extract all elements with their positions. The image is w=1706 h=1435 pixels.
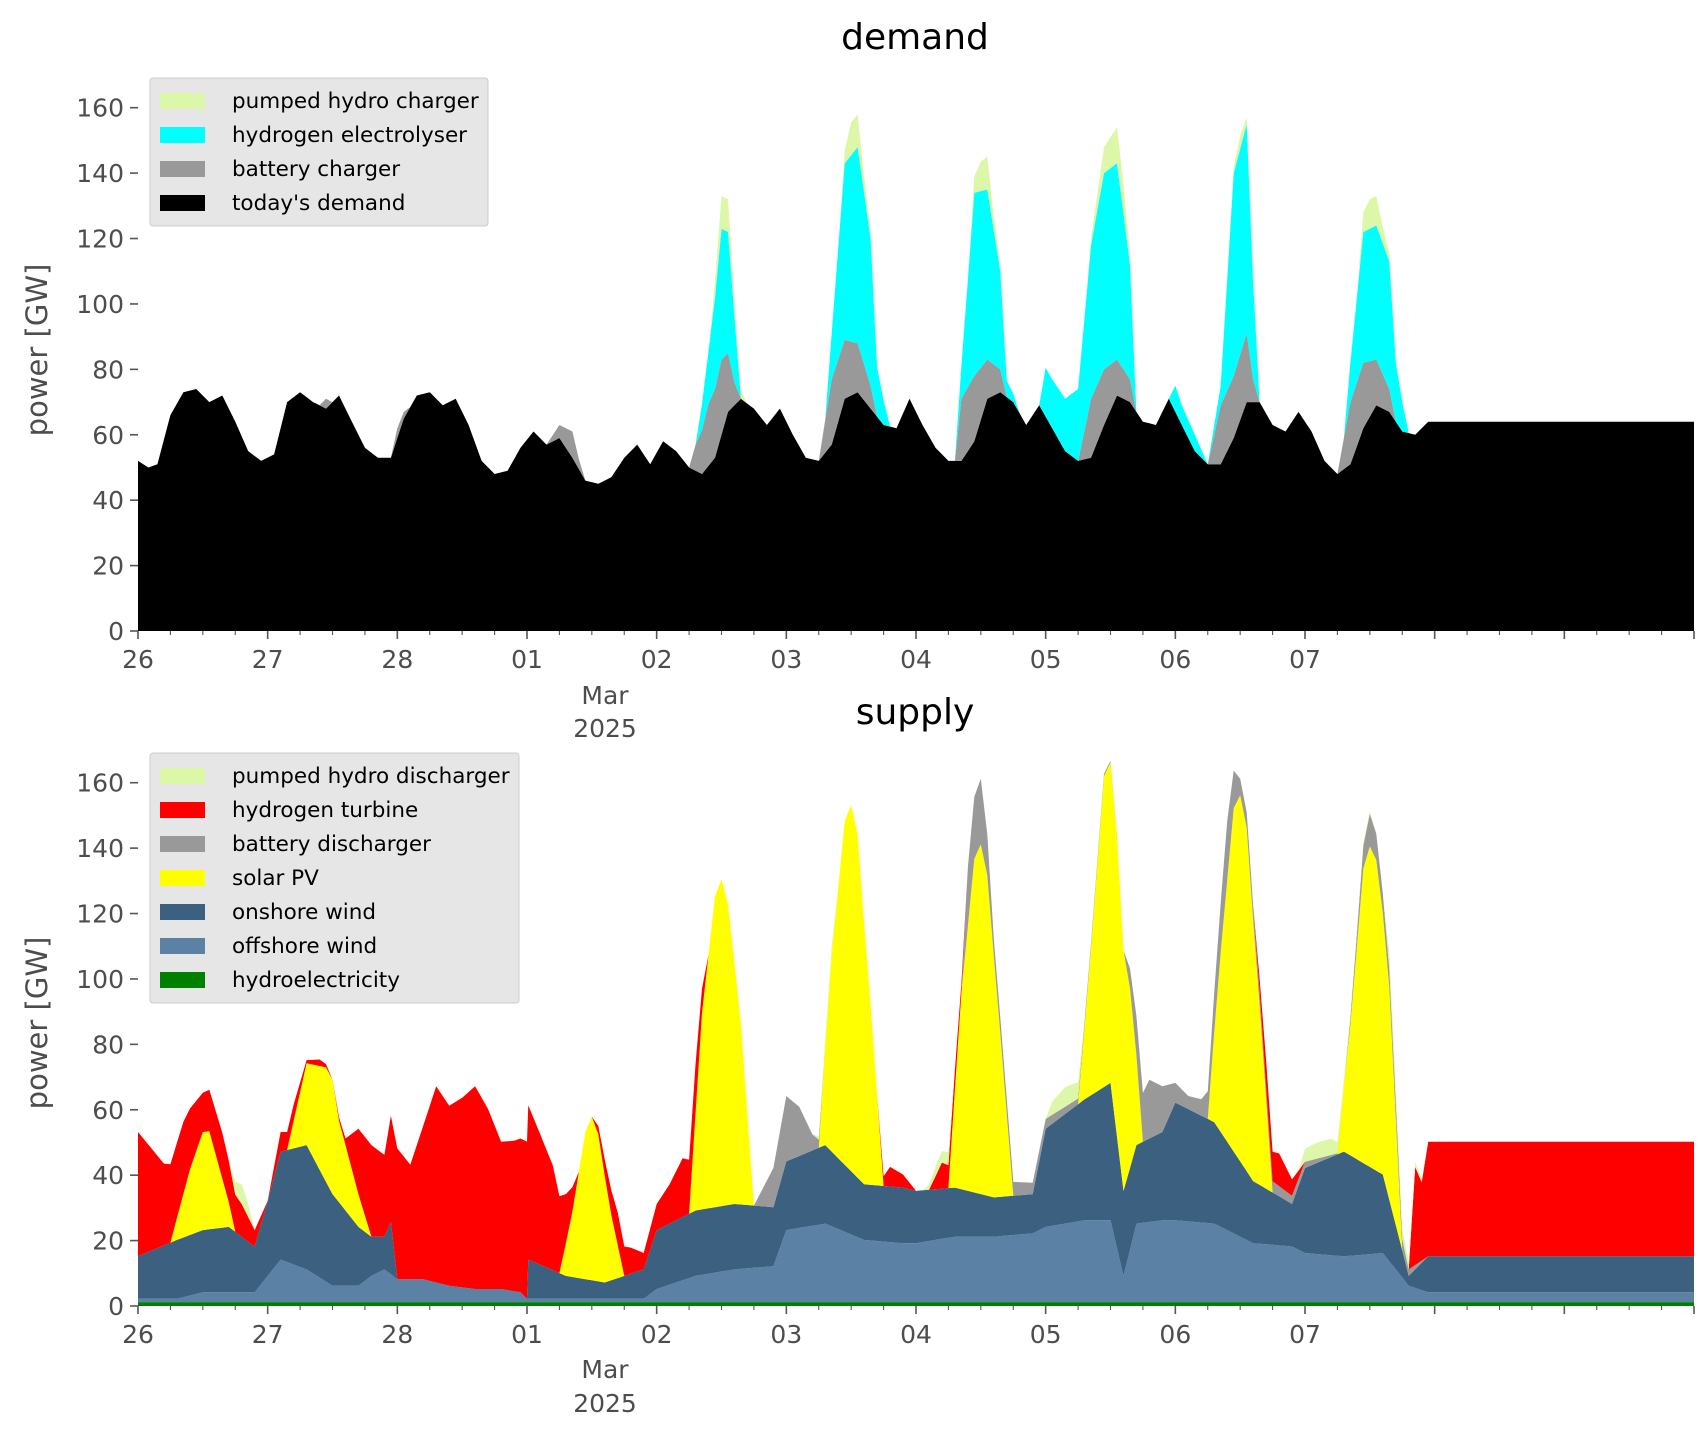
x-tick-label: 28 — [381, 645, 413, 674]
supply-y-axis: 0 20 40 60 80 100 120 140 160 — [76, 769, 138, 1321]
legend-swatch-hydrogen-turbine — [160, 802, 205, 818]
x-tick-label: 02 — [641, 645, 673, 674]
x-tick-label: 26 — [122, 1320, 154, 1349]
y-tick-label: 140 — [76, 834, 124, 863]
supply-month-label: Mar — [581, 1355, 629, 1384]
legend-label-today-s-demand: today's demand — [232, 191, 405, 216]
y-tick-label: 40 — [92, 1161, 124, 1190]
x-tick-label: 03 — [770, 645, 802, 674]
y-tick-label: 120 — [76, 225, 124, 254]
x-tick-label: 27 — [252, 1320, 284, 1349]
demand-y-axis: 0 20 40 60 80 100 120 140 160 — [76, 94, 138, 646]
legend-label-battery-charger: battery charger — [232, 157, 400, 182]
demand-x-axis: 26 27 28 01 02 03 04 05 06 07 — [122, 631, 1695, 674]
demand-legend: pumped hydro charger hydrogen electrolyse… — [149, 77, 489, 227]
supply-area-hydroelectricity — [138, 1302, 1694, 1306]
legend-swatch-battery-discharger — [160, 836, 205, 852]
y-tick-label: 20 — [92, 552, 124, 581]
x-tick-label: 07 — [1289, 1320, 1321, 1349]
y-tick-label: 120 — [76, 900, 124, 929]
demand-area-layers — [138, 114, 1694, 631]
legend-swatch-today-s-demand — [160, 195, 205, 211]
x-tick-label: 01 — [511, 1320, 543, 1349]
demand-area-hydrogen-electrolyser — [138, 124, 1694, 484]
legend-swatch-hydroelectricity — [160, 972, 205, 988]
y-tick-label: 160 — [76, 94, 124, 123]
x-tick-label: 04 — [900, 645, 932, 674]
x-tick-label: 03 — [770, 1320, 802, 1349]
supply-area-layers — [138, 760, 1694, 1306]
legend-label-battery-discharger: battery discharger — [232, 832, 431, 857]
legend-swatch-hydrogen-electrolyser — [160, 127, 205, 143]
y-tick-label: 0 — [108, 1292, 124, 1321]
supply-x-axis: 26 27 28 01 02 03 04 05 06 07 — [122, 1306, 1695, 1349]
x-tick-label: 27 — [252, 645, 284, 674]
x-tick-label: 01 — [511, 645, 543, 674]
supply-area-onshore-wind — [138, 1082, 1694, 1299]
legend-label-hydrogen-electrolyser: hydrogen electrolyser — [232, 123, 467, 148]
y-tick-label: 140 — [76, 159, 124, 188]
y-tick-label: 80 — [92, 355, 124, 384]
legend-swatch-pumped-hydro-charger — [160, 93, 205, 109]
demand-year-label: 2025 — [573, 714, 637, 743]
demand-title: demand — [841, 17, 989, 58]
y-tick-label: 60 — [92, 421, 124, 450]
demand-panel: demand power [GW] 020406080100120140160 … — [20, 17, 1695, 743]
x-tick-label: 28 — [381, 1320, 413, 1349]
x-tick-label: 26 — [122, 645, 154, 674]
x-tick-label: 07 — [1289, 645, 1321, 674]
x-tick-label: 04 — [900, 1320, 932, 1349]
legend-swatch-pumped-hydro-discharger — [160, 768, 205, 784]
supply-panel: supply power [GW] 020406080100120140160 … — [20, 692, 1695, 1418]
demand-area-battery-charger — [138, 333, 1694, 484]
demand-month-label: Mar — [581, 681, 629, 710]
legend-box — [149, 752, 520, 1004]
legend-swatch-onshore-wind — [160, 904, 205, 920]
y-tick-label: 160 — [76, 769, 124, 798]
legend-label-offshore-wind: offshore wind — [232, 934, 377, 959]
legend-box — [149, 77, 489, 227]
y-tick-label: 40 — [92, 486, 124, 515]
supply-area-offshore-wind — [138, 1220, 1694, 1303]
y-tick-label: 80 — [92, 1030, 124, 1059]
legend-swatch-solar-pv — [160, 870, 205, 886]
supply-area-solar-pv — [138, 762, 1694, 1299]
legend-label-pumped-hydro-discharger: pumped hydro discharger — [232, 764, 510, 789]
demand-area-today-s-demand — [138, 389, 1694, 631]
x-tick-label: 06 — [1159, 645, 1191, 674]
supply-area-battery-discharger — [138, 760, 1694, 1299]
supply-y-axis-label: power [GW] — [20, 937, 54, 1110]
y-tick-label: 20 — [92, 1227, 124, 1256]
legend-swatch-offshore-wind — [160, 938, 205, 954]
y-tick-label: 100 — [76, 290, 124, 319]
x-tick-label: 02 — [641, 1320, 673, 1349]
legend-swatch-battery-charger — [160, 161, 205, 177]
legend-label-hydroelectricity: hydroelectricity — [232, 968, 400, 993]
legend-label-solar-pv: solar PV — [232, 866, 319, 891]
supply-legend: pumped hydro discharger hydrogen turbine b… — [149, 752, 520, 1004]
x-tick-label: 05 — [1030, 645, 1062, 674]
y-tick-label: 100 — [76, 965, 124, 994]
supply-area-hydrogen-turbine — [138, 760, 1694, 1299]
legend-label-hydrogen-turbine: hydrogen turbine — [232, 798, 418, 823]
x-tick-label: 06 — [1159, 1320, 1191, 1349]
legend-label-onshore-wind: onshore wind — [232, 900, 376, 925]
demand-y-axis-label: power [GW] — [20, 264, 54, 437]
legend-label-pumped-hydro-charger: pumped hydro charger — [232, 89, 479, 114]
supply-title: supply — [856, 692, 975, 733]
y-tick-label: 60 — [92, 1096, 124, 1125]
supply-year-label: 2025 — [573, 1389, 637, 1418]
y-tick-label: 0 — [108, 617, 124, 646]
x-tick-label: 05 — [1030, 1320, 1062, 1349]
